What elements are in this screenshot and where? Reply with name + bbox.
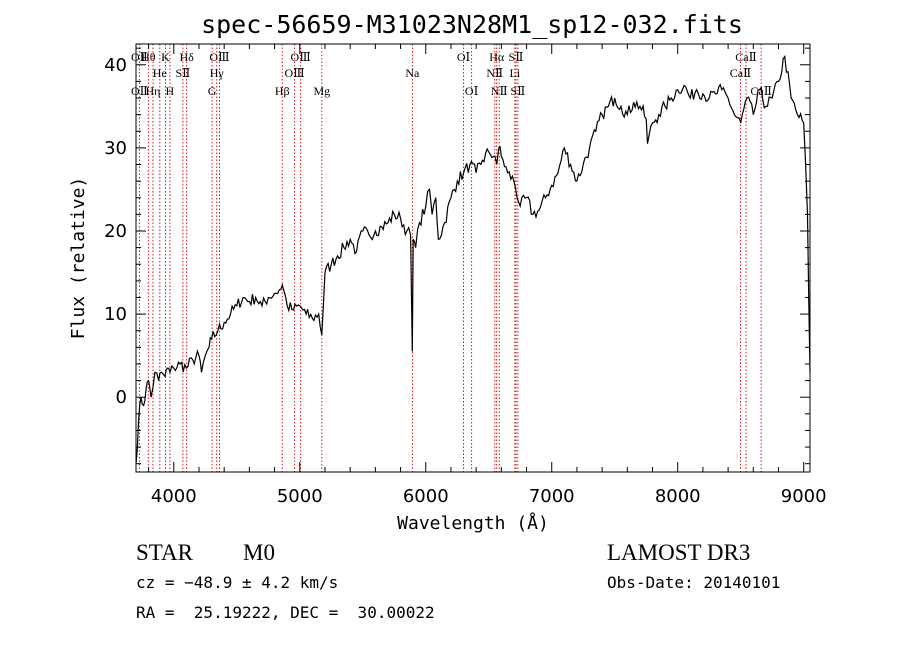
line-label: H xyxy=(166,84,175,98)
line-label: Li xyxy=(509,66,520,80)
y-tick-label: 30 xyxy=(104,138,127,159)
line-label: SⅡ xyxy=(175,66,190,80)
line-label: OⅡ xyxy=(131,50,148,64)
line-label: Na xyxy=(405,66,420,80)
spectral-line-markers xyxy=(138,44,762,472)
line-label: Hθ xyxy=(141,50,156,64)
line-label: OⅠ xyxy=(457,50,471,64)
line-label: NⅡ xyxy=(486,66,503,80)
line-label: Hα xyxy=(489,50,505,64)
line-label: NⅡ xyxy=(491,84,508,98)
plot-frame xyxy=(135,43,811,473)
line-label: Mg xyxy=(313,84,330,98)
line-label: Hδ xyxy=(179,50,194,64)
line-label: OⅢ xyxy=(291,50,311,64)
class-label: STAR xyxy=(136,540,193,565)
chart-title: spec-56659-M31023N28M1_sp12-032.fits xyxy=(201,10,743,39)
line-label: SⅡ xyxy=(509,50,524,64)
redshift-text: cz = −48.9 ± 4.2 km/s xyxy=(136,573,339,592)
obs-date-text: Obs-Date: 20140101 xyxy=(607,573,781,592)
x-tick-label: 8000 xyxy=(655,486,701,507)
line-label: G xyxy=(208,84,217,98)
spectral-line-labels: OⅡOⅡHθHηHeKHSⅡHδGHγOⅢHβOⅢOⅢMgNaOⅠOⅠNⅡHαN… xyxy=(131,50,772,98)
x-tick-label: 7000 xyxy=(529,486,575,507)
x-axis-label: Wavelength (Å) xyxy=(397,512,549,534)
line-label: OⅡ xyxy=(131,84,148,98)
line-label: Hγ xyxy=(210,66,225,80)
line-label: OⅢ xyxy=(209,50,229,64)
y-axis-label: Flux (relative) xyxy=(68,177,89,340)
line-label: Hη xyxy=(146,84,161,98)
y-tick-label: 10 xyxy=(104,304,127,325)
x-tick-label: 6000 xyxy=(403,486,449,507)
line-label: He xyxy=(153,66,167,80)
y-tick-label: 40 xyxy=(104,55,127,76)
y-tick-label: 0 xyxy=(116,387,127,408)
line-label: CaⅡ xyxy=(730,66,752,80)
x-tick-label: 4000 xyxy=(151,486,197,507)
spectrum-line xyxy=(135,54,811,464)
line-label: CaⅡ xyxy=(735,50,757,64)
x-tick-label: 5000 xyxy=(277,486,323,507)
y-axis: 0 10 20 30 40 xyxy=(104,47,810,465)
x-tick-label: 9000 xyxy=(781,486,827,507)
x-axis: 4000 5000 6000 7000 8000 9000 xyxy=(148,44,827,507)
line-label: SⅡ xyxy=(510,84,525,98)
subclass-label: M0 xyxy=(243,540,275,565)
y-tick-label: 20 xyxy=(104,221,127,242)
line-label: OⅠ xyxy=(465,84,479,98)
survey-label: LAMOST DR3 xyxy=(607,540,751,565)
line-label: K xyxy=(161,50,170,64)
coordinates-text: RA = 25.19222, DEC = 30.00022 xyxy=(136,603,435,622)
line-label: OⅢ xyxy=(284,66,304,80)
line-label: Hβ xyxy=(275,84,290,98)
